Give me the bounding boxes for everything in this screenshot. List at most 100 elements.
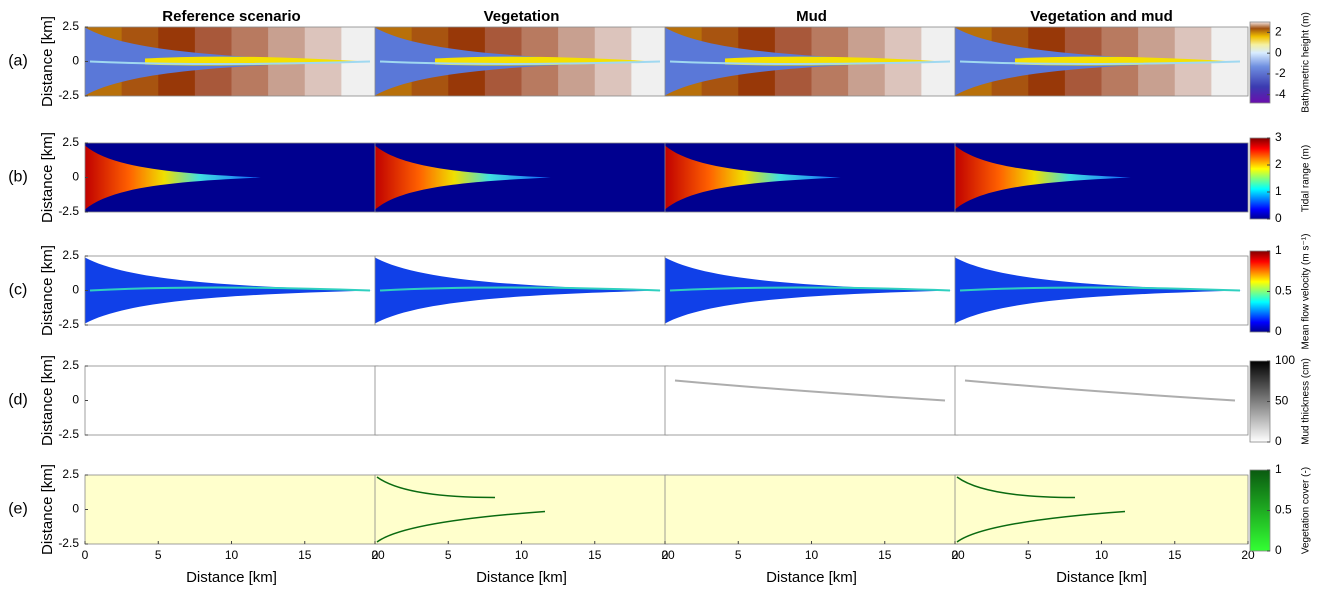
colorbar-label: Mean flow velocity (m s⁻¹) xyxy=(1301,234,1312,350)
vegetation xyxy=(956,510,1126,543)
background xyxy=(665,475,958,544)
row-label: (c) xyxy=(9,282,28,299)
map-panel xyxy=(374,26,669,97)
frame xyxy=(954,255,1249,326)
frame xyxy=(954,365,1249,436)
colorbar-tick-label: -2 xyxy=(1275,66,1286,80)
channel xyxy=(89,60,371,65)
channel-area xyxy=(665,145,841,210)
x-tick-label: 5 xyxy=(155,548,162,562)
colorbar xyxy=(1249,137,1271,220)
map-panel: 2.5 0 -2.5 xyxy=(58,248,379,331)
map-panel xyxy=(954,365,1249,436)
map-panel xyxy=(664,365,959,436)
channel xyxy=(379,60,661,65)
row-label: (a) xyxy=(8,53,28,70)
colorbar-tick-label: 0 xyxy=(1275,45,1282,59)
y-tick-label: -2.5 xyxy=(58,427,79,441)
row-label: (d) xyxy=(8,392,28,409)
colorbar-label: Vegetation cover (-) xyxy=(1301,467,1312,554)
colorbar-tick-label: 50 xyxy=(1275,394,1289,408)
column-title: Mud xyxy=(796,8,827,25)
x-tick-label: 20 xyxy=(1241,548,1255,562)
y-tick-label: 2.5 xyxy=(62,248,79,262)
x-tick-label: 5 xyxy=(735,548,742,562)
channel-area xyxy=(85,257,373,324)
x-tick-label: 0 xyxy=(662,548,669,562)
colorbar-tick-label: 100 xyxy=(1275,353,1295,367)
colorbar-tick-label: -4 xyxy=(1275,87,1286,101)
background xyxy=(375,475,668,544)
x-tick-label: 15 xyxy=(878,548,892,562)
channel-area xyxy=(665,257,953,324)
x-tick-label: 15 xyxy=(1168,548,1182,562)
channel xyxy=(669,286,951,292)
x-tick-label: 5 xyxy=(445,548,452,562)
y-tick-label: 0 xyxy=(72,393,79,407)
map-panel: 2.5 0 -2.5 xyxy=(58,19,379,102)
channel xyxy=(959,286,1241,292)
x-tick-label: 0 xyxy=(952,548,959,562)
map-panel xyxy=(664,142,959,213)
background xyxy=(375,366,668,435)
colorbar xyxy=(1249,21,1271,104)
x-axis-label: Distance [km] xyxy=(186,569,277,586)
x-tick-label: 20 xyxy=(951,548,965,562)
map-panel xyxy=(374,142,669,213)
map-panel xyxy=(664,255,959,326)
vegetation xyxy=(956,476,1076,499)
channel-area xyxy=(375,257,663,324)
map-panel: 0 5 10 15 20 Distance [km] xyxy=(952,474,1255,586)
channel-area xyxy=(955,145,1131,210)
map-panel: 0 5 10 15 20 Distance [km] xyxy=(662,474,965,586)
background xyxy=(955,366,1248,435)
colorbar-label: Mud thickness (cm) xyxy=(1301,358,1312,445)
vegetation xyxy=(376,510,546,543)
colorbar-label: Tidal range (m) xyxy=(1301,145,1312,212)
x-tick-label: 20 xyxy=(371,548,385,562)
channel xyxy=(89,286,371,292)
frame xyxy=(954,142,1249,213)
y-axis-label: Distance [km] xyxy=(39,16,56,107)
row-label: (e) xyxy=(8,501,28,518)
y-axis-label: Distance [km] xyxy=(39,132,56,223)
map-panel: 2.5 0 -2.5 xyxy=(58,358,379,441)
y-tick-label: -2.5 xyxy=(58,88,79,102)
y-tick-label: 2.5 xyxy=(62,467,79,481)
y-tick-label: 2.5 xyxy=(62,358,79,372)
x-tick-label: 10 xyxy=(225,548,239,562)
x-tick-label: 5 xyxy=(1025,548,1032,562)
x-tick-label: 20 xyxy=(661,548,675,562)
y-tick-label: -2.5 xyxy=(58,317,79,331)
colorbar-tick-label: 1 xyxy=(1275,184,1282,198)
x-tick-label: 10 xyxy=(805,548,819,562)
map-panel xyxy=(664,26,959,97)
y-tick-label: 0 xyxy=(72,54,79,68)
channel xyxy=(669,60,951,65)
map-panel xyxy=(374,365,669,436)
vegetation xyxy=(376,476,496,499)
column-title: Vegetation and mud xyxy=(1030,8,1173,25)
y-axis-label: Distance [km] xyxy=(39,355,56,446)
x-tick-label: 15 xyxy=(588,548,602,562)
map-panel xyxy=(374,255,669,326)
y-tick-label: 0 xyxy=(72,502,79,516)
column-title: Reference scenario xyxy=(162,8,300,25)
y-tick-label: 0 xyxy=(72,283,79,297)
colorbar-tick-label: 3 xyxy=(1275,130,1282,144)
mud xyxy=(964,379,1236,402)
colorbar-tick-label: 0.5 xyxy=(1275,503,1292,517)
map-panel: 2.5 0 -2.5 xyxy=(58,135,379,218)
map-panel xyxy=(954,26,1249,97)
y-tick-label: -2.5 xyxy=(58,204,79,218)
map-panel xyxy=(954,255,1249,326)
map-panel xyxy=(954,142,1249,213)
colorbar-tick-label: 1 xyxy=(1275,462,1282,476)
y-axis-label: Distance [km] xyxy=(39,464,56,555)
map-panel: 0 5 10 15 20 Distance [km] xyxy=(372,474,675,586)
x-tick-label: 10 xyxy=(1095,548,1109,562)
colorbar-tick-label: 0 xyxy=(1275,211,1282,225)
column-title: Vegetation xyxy=(484,8,560,25)
